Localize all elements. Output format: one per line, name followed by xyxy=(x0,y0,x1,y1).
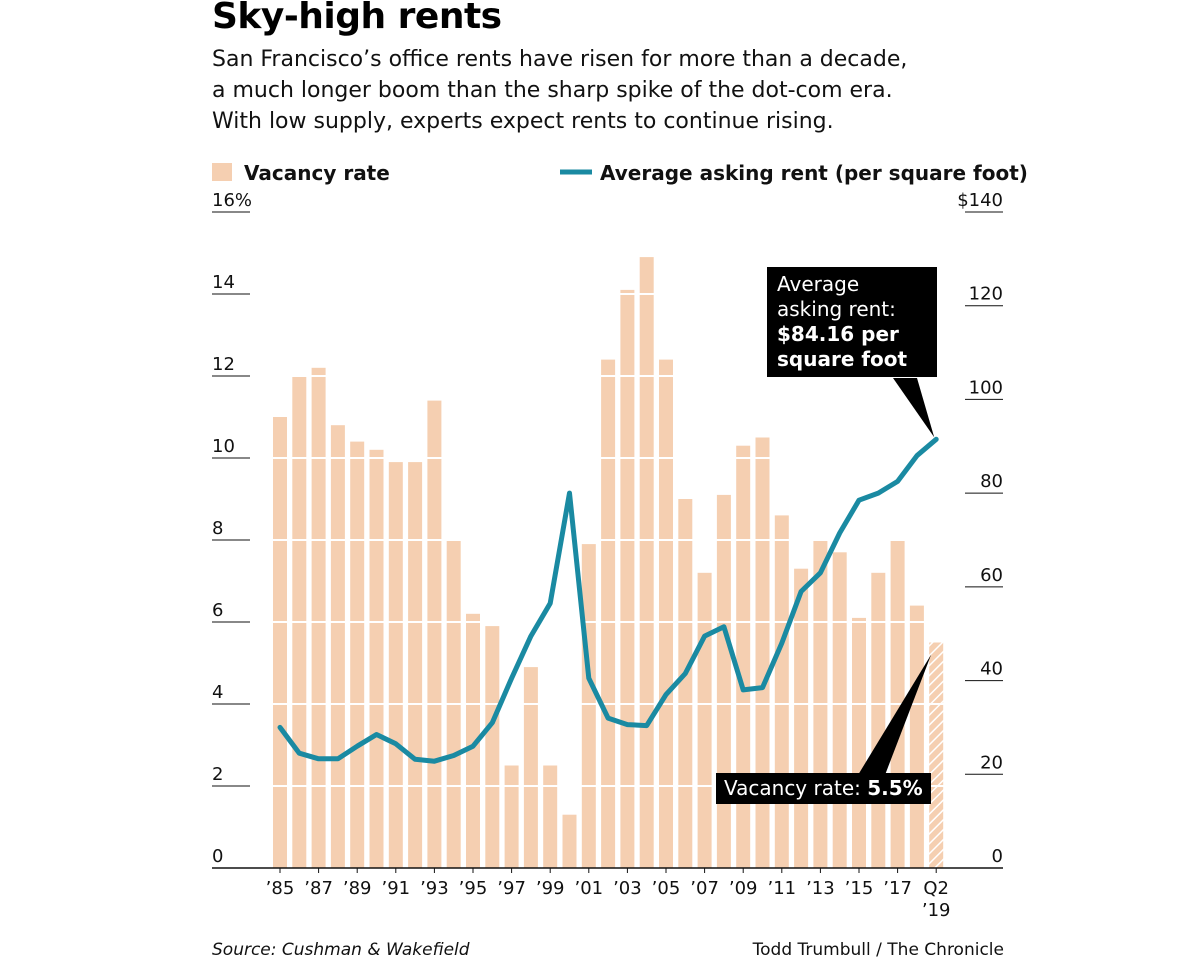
vacancy-bar xyxy=(273,417,287,868)
vacancy-bar xyxy=(581,544,596,868)
left-tick-label: 12 xyxy=(212,354,235,375)
right-tick-label: $140 xyxy=(957,190,1003,211)
vacancy-bar xyxy=(871,572,886,868)
vacancy-bar xyxy=(408,462,423,868)
source-note: Source: Cushman & Wakefield xyxy=(212,940,470,960)
right-tick-label: 0 xyxy=(992,846,1003,867)
left-tick-label: 10 xyxy=(212,436,235,457)
right-tick-label: 60 xyxy=(980,565,1003,586)
vacancy-bar xyxy=(678,499,693,868)
vacancy-bar xyxy=(909,605,924,868)
vacancy-bar xyxy=(330,425,345,868)
x-tick-label: ’09 xyxy=(729,878,758,899)
vacancy-bar xyxy=(639,257,654,869)
vacancy-annotation: Vacancy rate: 5.5% xyxy=(716,773,931,804)
x-tick-label: ’91 xyxy=(381,878,410,899)
vacancy-bar xyxy=(485,626,500,868)
chart-title: Sky-high rents xyxy=(212,0,502,37)
vacancy-bar xyxy=(311,367,326,868)
left-axis: 0 2 4 6 8 10 12 14 16% xyxy=(212,190,252,869)
vacancy-bar xyxy=(350,441,365,868)
legend: Vacancy rate Average asking rent (per sq… xyxy=(212,161,1028,185)
subtitle-line: With low supply, experts expect rents to… xyxy=(212,109,834,134)
vacancy-bar xyxy=(755,437,770,868)
vacancy-bar xyxy=(388,462,403,868)
vacancy-bar xyxy=(543,765,558,868)
right-tick-label: 100 xyxy=(969,377,1003,398)
rent-annotation-line: Average xyxy=(777,272,860,296)
right-tick-label: 120 xyxy=(969,284,1003,305)
x-tick-label: ’17 xyxy=(883,878,912,899)
x-tick-label: ’95 xyxy=(459,878,488,899)
x-tick-label: Q2 xyxy=(923,878,949,899)
vacancy-bar xyxy=(774,515,789,868)
legend-line-label: Average asking rent (per square foot) xyxy=(600,161,1028,185)
annotation-pointers xyxy=(858,378,935,775)
vacancy-bar xyxy=(736,445,751,868)
byline: Todd Trumbull / The Chronicle xyxy=(752,940,1004,960)
rent-annotation-bold: $84.16 per xyxy=(777,322,899,346)
vacancy-bar xyxy=(929,642,944,868)
x-tick-label: ’99 xyxy=(536,878,565,899)
left-tick-label: 16% xyxy=(212,190,252,211)
subtitle-line: a much longer boom than the sharp spike … xyxy=(212,78,893,103)
right-tick-label: 20 xyxy=(980,752,1003,773)
legend-bar-swatch xyxy=(212,163,232,181)
left-tick-label: 2 xyxy=(212,764,223,785)
x-tick-label: ’13 xyxy=(806,878,835,899)
x-tick-label: ’03 xyxy=(613,878,642,899)
x-axis: ’85 ’87 ’89 ’91 ’93 ’95 ’97 ’99 ’01 ’03 ’05 ’07 ’09 ’… xyxy=(212,867,1003,921)
vacancy-bar xyxy=(427,400,442,868)
right-tick-label: 80 xyxy=(980,471,1003,492)
rent-pointer xyxy=(893,378,935,438)
x-tick-label: ’89 xyxy=(343,878,372,899)
x-tick-label: ’97 xyxy=(497,878,526,899)
vacancy-bar xyxy=(504,765,519,868)
x-tick-label: ’85 xyxy=(266,878,295,899)
rent-annotation-bold: square foot xyxy=(777,347,908,371)
left-tick-label: 6 xyxy=(212,600,223,621)
legend-bar-label: Vacancy rate xyxy=(244,161,390,185)
vacancy-bar xyxy=(852,617,866,868)
rent-annotation-line: asking rent: xyxy=(777,297,896,321)
vacancy-bar xyxy=(562,814,577,868)
vacancy-bar xyxy=(697,572,712,868)
right-axis: 0 20 40 60 80 100 120 $140 xyxy=(957,190,1003,869)
vacancy-bar xyxy=(716,494,731,868)
x-tick-label: ’93 xyxy=(420,878,449,899)
x-tick-label: ’01 xyxy=(574,878,603,899)
vacancy-bar xyxy=(794,568,809,868)
x-tick-label: ’87 xyxy=(304,878,333,899)
vacancy-bar xyxy=(832,552,847,868)
x-tick-label: ’07 xyxy=(690,878,719,899)
vacancy-annotation-bold: 5.5% xyxy=(867,776,923,800)
left-tick-label: 8 xyxy=(212,518,223,539)
left-tick-label: 14 xyxy=(212,272,235,293)
rent-annotation: Average asking rent: $84.16 per square f… xyxy=(767,267,937,377)
vacancy-bar xyxy=(601,359,616,868)
rent-line xyxy=(277,436,939,764)
x-tick-label: ’19 xyxy=(922,900,951,921)
x-tick-label: ’15 xyxy=(845,878,874,899)
vacancy-annotation-text: Vacancy rate: xyxy=(724,776,861,800)
x-tick-label: ’11 xyxy=(767,878,796,899)
left-tick-label: 0 xyxy=(212,846,223,867)
x-tick-label: ’05 xyxy=(652,878,681,899)
vacancy-pointer xyxy=(858,654,932,775)
subtitle-line: San Francisco’s office rents have risen … xyxy=(212,47,908,72)
vacancy-bar xyxy=(523,667,538,868)
left-tick-label: 4 xyxy=(212,682,223,703)
vacancy-bar xyxy=(466,613,480,868)
vacancy-bar xyxy=(659,359,673,868)
right-tick-label: 40 xyxy=(980,659,1003,680)
vacancy-bar xyxy=(369,449,384,868)
chart-subtitle: San Francisco’s office rents have risen … xyxy=(212,44,1012,137)
